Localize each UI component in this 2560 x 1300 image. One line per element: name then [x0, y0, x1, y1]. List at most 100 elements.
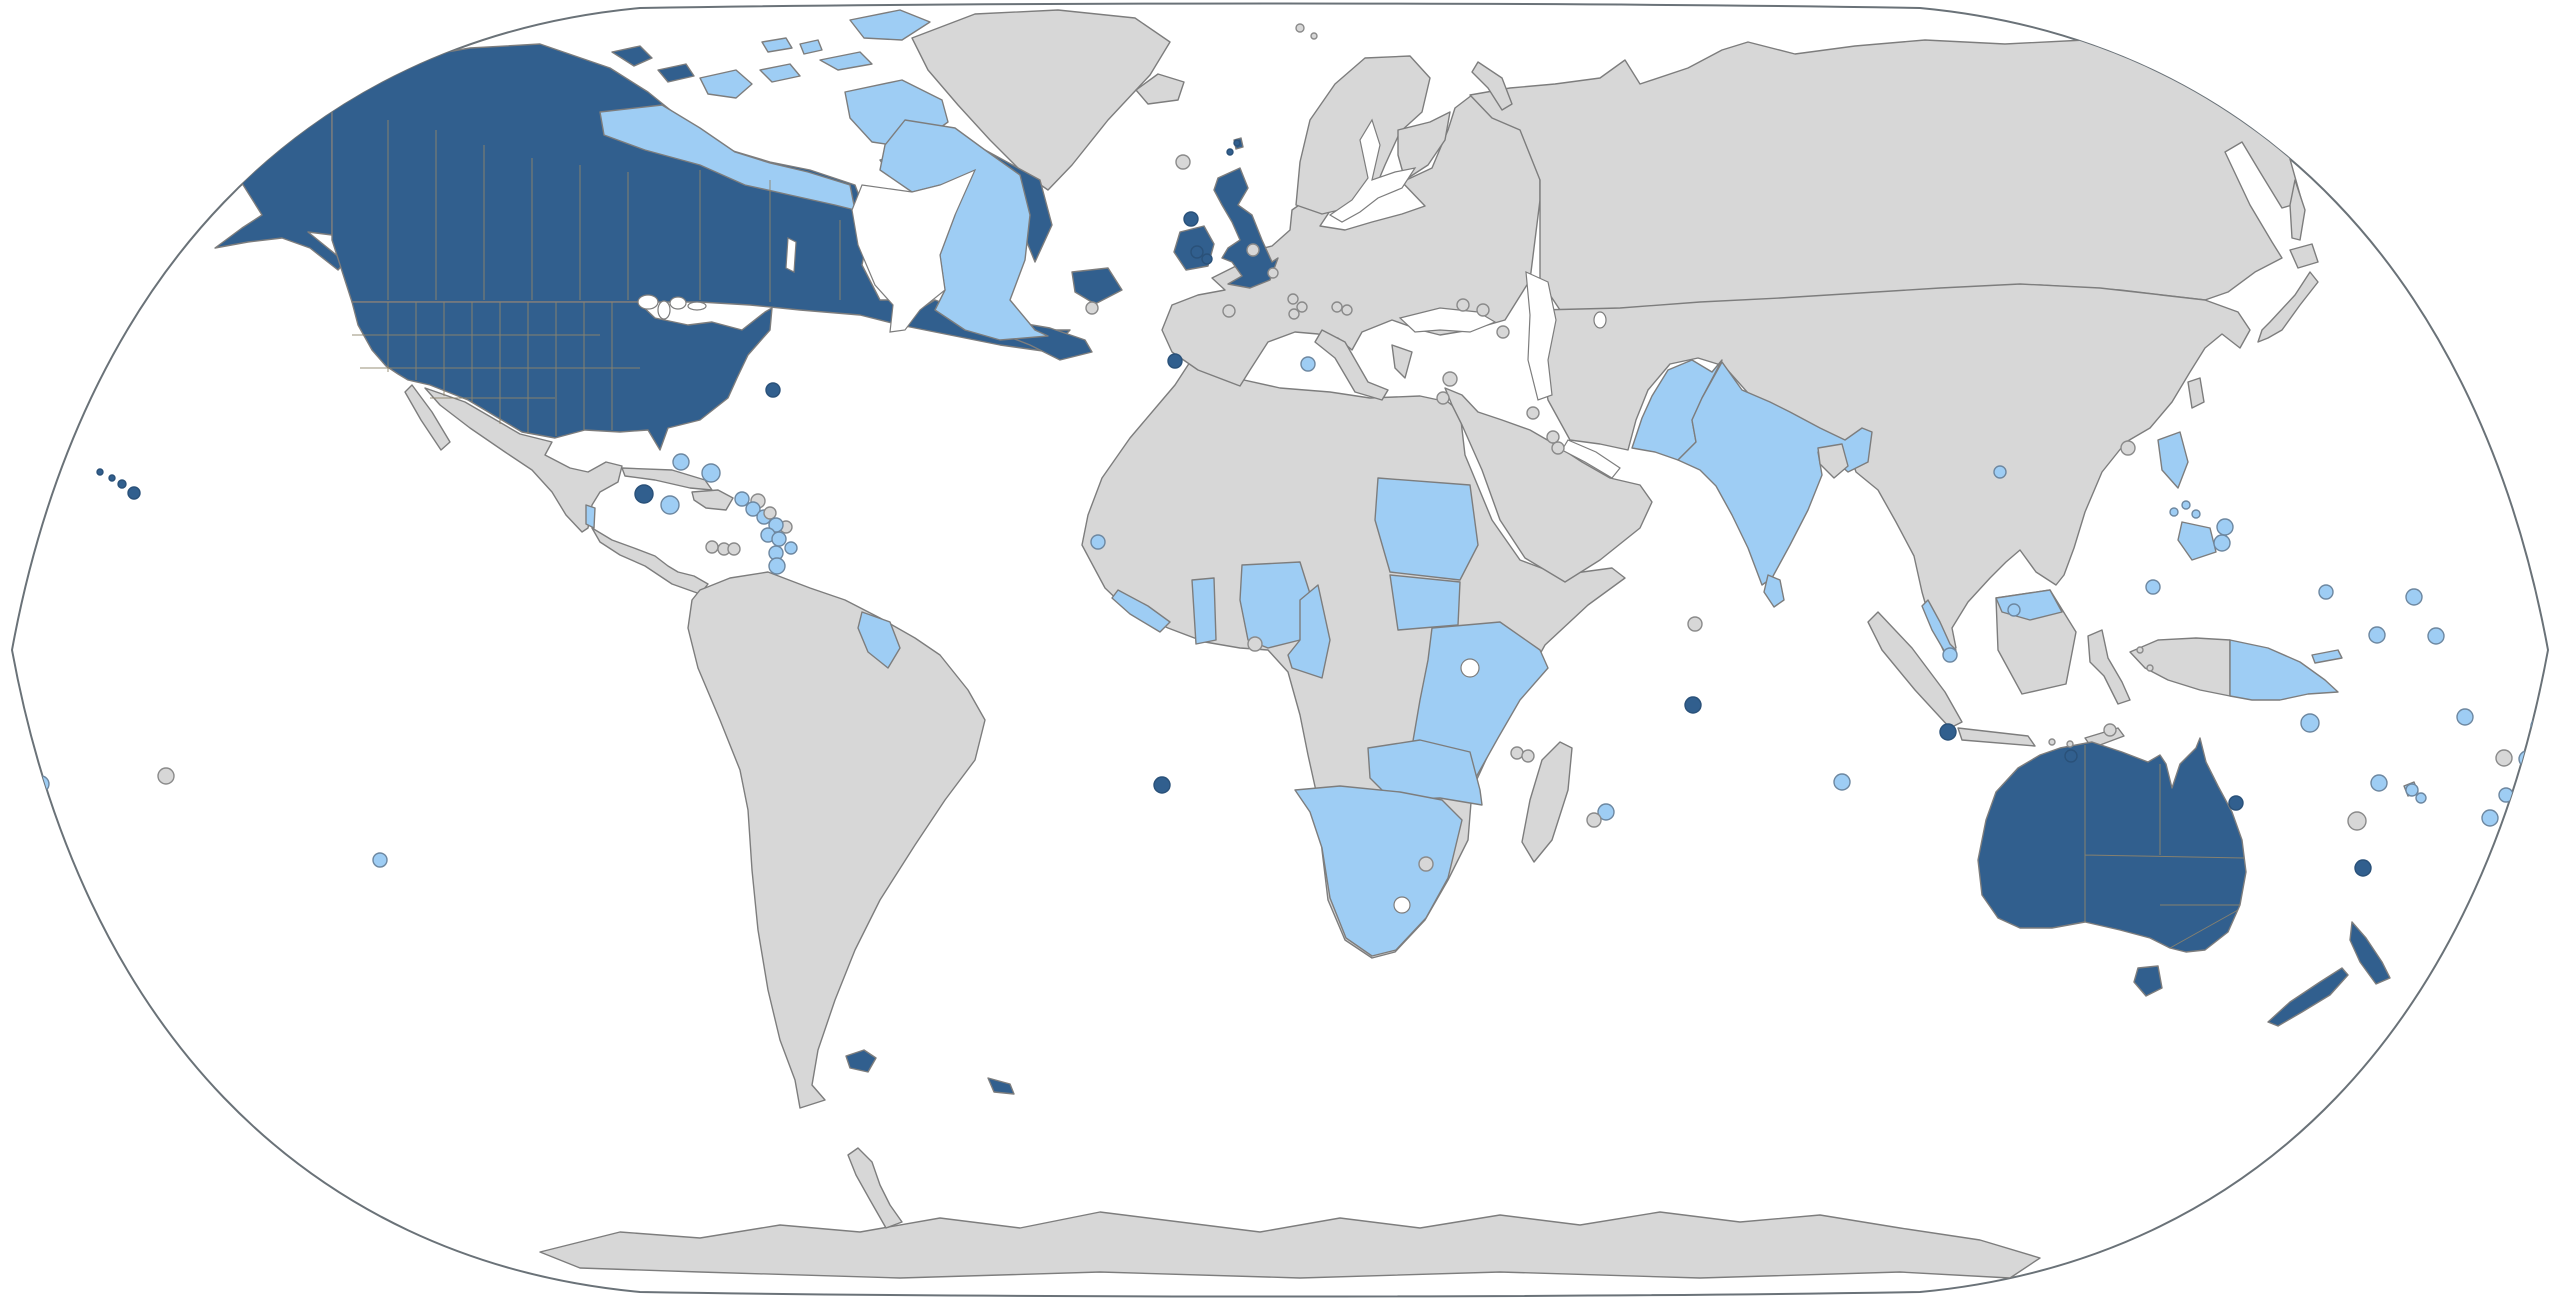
belize-region — [585, 504, 596, 529]
new-zealand-north-region — [2349, 921, 2391, 985]
italy-region — [1314, 329, 1389, 401]
luzon-region — [2157, 431, 2189, 489]
great-lake-erie-ontario — [687, 301, 707, 311]
coral-sea-marker — [2228, 795, 2244, 811]
shetland-dot-1-marker — [1233, 139, 1241, 147]
bangladesh-region — [1817, 443, 1849, 479]
lesser-sunda-2-marker — [2066, 740, 2074, 748]
russia-siberia-region — [1469, 39, 2303, 311]
monaco-marker — [1296, 301, 1308, 313]
india-region — [1677, 361, 1873, 586]
baltic-sea — [1328, 118, 1417, 223]
greenland-region — [911, 9, 1171, 191]
guadeloupe-marker — [763, 506, 777, 520]
barbados-marker — [771, 531, 787, 547]
liechtenstein-marker — [1267, 267, 1279, 279]
cocos-marker — [1833, 773, 1851, 791]
caucasus-2-marker — [1476, 303, 1490, 317]
africa-region — [1081, 361, 1626, 959]
lesotho-enclave — [1393, 896, 1411, 914]
singapore-marker — [1942, 647, 1958, 663]
baja-california-region — [404, 384, 451, 451]
qatar-marker — [1551, 441, 1565, 455]
sao-tome-marker — [1247, 636, 1263, 652]
christmas-island-marker — [1939, 723, 1957, 741]
mindanao-region — [2177, 521, 2217, 561]
american-samoa-marker — [2525, 759, 2543, 777]
micronesia-marker — [2318, 584, 2334, 600]
nwt-island-region — [611, 45, 653, 67]
moluccas-1-marker — [2136, 646, 2144, 654]
maldives-marker — [1687, 616, 1703, 632]
palau-marker — [2145, 579, 2161, 595]
victoria-island-region — [699, 69, 753, 99]
hainan-marker — [2120, 440, 2136, 456]
ashmore-marker — [2064, 749, 2078, 763]
guernsey-marker — [1190, 245, 1204, 259]
antarctica-region — [539, 1211, 2041, 1279]
great-lake-michigan — [657, 300, 671, 320]
cuba-region — [621, 467, 713, 491]
bermuda-marker — [765, 382, 781, 398]
usa-region — [351, 301, 773, 451]
central-america-region — [591, 527, 709, 595]
jersey-marker — [1201, 253, 1213, 265]
sudan-region — [1374, 477, 1479, 581]
nwt-island-region — [657, 63, 695, 83]
tonga-marker — [2481, 809, 2499, 827]
biot-marker — [1684, 696, 1702, 714]
southern-africa-region — [1294, 785, 1463, 957]
lake-victoria — [1460, 658, 1480, 678]
asia-region — [1539, 283, 2251, 653]
timor-leste-marker — [2103, 723, 2117, 737]
saint-kitts-marker — [734, 491, 750, 507]
new-caledonia-marker — [2347, 811, 2367, 831]
comoros-marker — [1510, 746, 1524, 760]
hawaii-2-marker — [108, 474, 116, 482]
ghana-region — [1191, 577, 1217, 645]
visayas-3-marker — [2169, 507, 2179, 517]
gambia-marker — [1090, 534, 1106, 550]
antarctic-peninsula-region — [847, 1147, 903, 1229]
malta-marker — [1300, 356, 1316, 372]
java-region — [1957, 727, 2036, 747]
tuvalu-marker — [2456, 708, 2474, 726]
greece-region — [1391, 344, 1413, 379]
new-britain-region — [2311, 649, 2343, 664]
japan-hokkaido-region — [2289, 243, 2319, 269]
visayas-2-marker — [2191, 509, 2201, 519]
finland-region — [1397, 111, 1451, 181]
ellesmere-island-region — [849, 9, 931, 41]
south-sudan-region — [1389, 574, 1461, 631]
aleutian-1-marker — [168, 228, 176, 236]
tasmania-region — [2133, 965, 2163, 997]
hawaii-1-marker — [96, 468, 104, 476]
reunion-marker — [1586, 812, 1602, 828]
northern-mariana-marker — [2213, 534, 2231, 552]
iceland-region — [1135, 73, 1185, 105]
mexico-region — [424, 387, 623, 533]
sulawesi-region — [2087, 629, 2131, 705]
pitcairn-marker — [372, 852, 388, 868]
svalbard-2-marker — [1310, 32, 1318, 40]
bahrain-marker — [1546, 430, 1560, 444]
newfoundland-region — [1071, 267, 1123, 305]
antigua-marker — [745, 501, 761, 517]
lake-winnipeg — [785, 237, 797, 273]
hispaniola-region — [691, 489, 734, 511]
aral-sea — [1593, 311, 1607, 329]
trinidad-marker — [768, 557, 786, 575]
devon-island-region — [819, 51, 873, 71]
australia-region — [1977, 737, 2247, 953]
vanuatu-marker — [2370, 774, 2388, 792]
caspian-sea — [1525, 271, 1557, 401]
parry-islands-region — [761, 37, 793, 53]
lebanon-marker — [1436, 391, 1450, 405]
parry-islands-region — [799, 39, 823, 55]
san-marino-marker — [1287, 293, 1299, 305]
aleutian-2-marker — [188, 223, 196, 231]
mauritius-marker — [1597, 803, 1615, 821]
south-georgia-region — [987, 1077, 1015, 1095]
